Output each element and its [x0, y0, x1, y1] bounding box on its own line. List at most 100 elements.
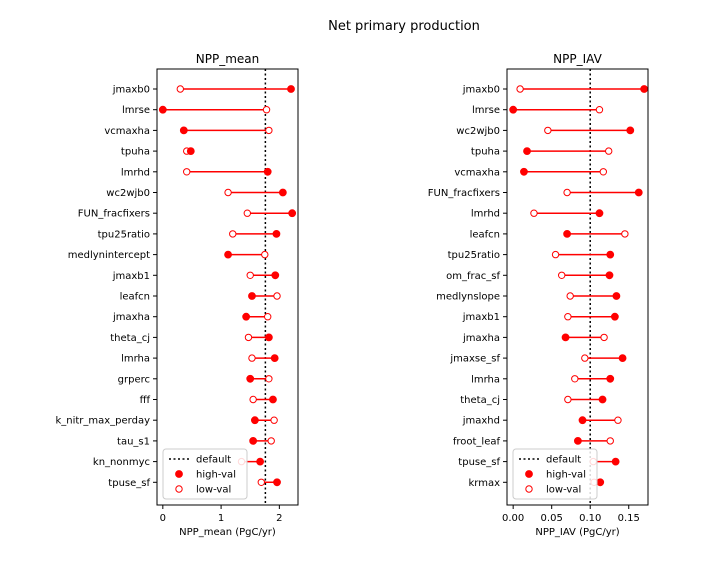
- low-val-marker: [605, 147, 613, 155]
- high-val-marker: [272, 230, 281, 238]
- low-val-marker: [563, 188, 571, 197]
- high-val-marker: [595, 209, 604, 218]
- high-val-marker: [573, 437, 582, 445]
- high-val-marker: [256, 457, 265, 466]
- high-val-marker: [250, 416, 259, 425]
- y-tick-label: jmaxhd: [462, 416, 500, 427]
- y-tick-label: theta_cj: [110, 333, 150, 344]
- high-val-marker: [606, 374, 615, 383]
- y-tick-label: tau_s1: [117, 436, 150, 447]
- high-val-marker: [523, 147, 531, 156]
- legend-label-high-val: high-val: [196, 470, 236, 481]
- y-tick-label: wc2wjb0: [106, 188, 150, 199]
- low-val-marker: [265, 126, 273, 135]
- low-val-marker: [564, 395, 572, 404]
- high-val-marker: [634, 188, 643, 197]
- y-tick-label: tpuha: [121, 147, 150, 158]
- high-val-marker: [264, 333, 273, 342]
- legend-low-val-swatch: [525, 485, 533, 493]
- low-val-marker: [262, 106, 271, 114]
- high-val-marker: [179, 126, 188, 135]
- low-val-marker: [551, 250, 560, 259]
- legend: default high-val low-val: [512, 448, 598, 500]
- low-val-marker: [581, 354, 589, 362]
- x-tick-label: 2: [276, 513, 282, 524]
- low-val-marker: [600, 333, 608, 342]
- low-val-marker: [224, 188, 232, 197]
- low-val-marker: [176, 85, 185, 93]
- low-val-marker: [595, 106, 604, 114]
- legend-low-val-swatch: [175, 485, 183, 493]
- high-val-marker: [186, 147, 195, 156]
- y-tick-label: vcmaxha: [104, 126, 150, 137]
- low-val-marker: [599, 168, 608, 176]
- legend-high-val-swatch: [175, 470, 183, 478]
- y-tick-label: medlynslope: [436, 292, 500, 303]
- y-tick-label: vcmaxha: [454, 167, 500, 178]
- legend-label-high-val: high-val: [546, 470, 586, 481]
- y-tick-label: grperc: [118, 374, 150, 385]
- low-val-marker: [243, 209, 252, 217]
- high-val-marker: [224, 250, 232, 259]
- y-tick-label: jmaxha: [462, 333, 500, 344]
- x-axis-label: NPP_mean (PgC/yr): [179, 527, 276, 538]
- high-val-marker: [509, 105, 518, 114]
- low-val-marker: [566, 292, 574, 300]
- low-val-marker: [544, 126, 552, 135]
- low-val-marker: [183, 168, 191, 176]
- high-val-marker: [640, 85, 649, 93]
- high-val-marker: [563, 230, 571, 238]
- high-val-marker: [605, 271, 614, 280]
- legend: default high-val low-val: [162, 448, 248, 500]
- low-val-marker: [516, 85, 524, 93]
- low-val-marker: [267, 437, 275, 445]
- low-val-marker: [249, 395, 257, 404]
- high-val-marker: [271, 271, 280, 280]
- high-val-marker: [287, 85, 295, 93]
- figure-title: Net primary production: [328, 19, 480, 34]
- high-val-marker: [520, 167, 528, 176]
- low-val-marker: [264, 313, 272, 321]
- legend-label-low-val: low-val: [546, 485, 581, 496]
- y-tick-label: jmaxse_sf: [449, 354, 500, 365]
- y-tick-label: fff: [140, 395, 151, 406]
- y-tick-label: jmaxha: [112, 312, 150, 323]
- high-val-marker: [611, 457, 620, 466]
- axes-frame: [506, 68, 649, 506]
- y-tick-label: k_nitr_max_perday: [55, 416, 150, 427]
- legend-box: [162, 448, 248, 500]
- y-tick-label: tpuse_sf: [108, 478, 150, 489]
- y-tick-label: tpu25ratio: [98, 229, 150, 240]
- x-axis-label: NPP_IAV (PgC/yr): [535, 527, 619, 538]
- high-val-marker: [249, 437, 258, 445]
- legend-high-val-swatch: [525, 470, 533, 478]
- high-val-marker: [578, 416, 587, 425]
- y-tick-label: lmrhd: [121, 167, 150, 178]
- y-tick-label: theta_cj: [460, 395, 500, 406]
- y-tick-label: jmaxb0: [462, 85, 500, 96]
- y-tick-label: lmrha: [471, 374, 500, 385]
- low-val-marker: [621, 230, 629, 238]
- low-val-marker: [530, 209, 538, 217]
- y-tick-label: wc2wjb0: [456, 126, 500, 137]
- low-val-marker: [571, 375, 579, 383]
- y-tick-label: lmrhd: [471, 209, 500, 220]
- low-val-marker: [246, 271, 254, 279]
- low-val-marker: [606, 437, 614, 445]
- low-val-marker: [261, 250, 269, 259]
- panel-npp-mean: NPP_mean jmaxb0 lmrse vcmaxha tpuha lmrhd wc2w…: [55, 52, 299, 538]
- low-val-marker: [229, 230, 237, 238]
- y-tick-label: om_frac_sf: [446, 271, 500, 282]
- high-val-marker: [626, 126, 635, 135]
- y-tick-label: jmaxb0: [112, 85, 150, 96]
- x-tick-label: 0.10: [579, 513, 601, 524]
- legend-box: [512, 448, 598, 500]
- high-val-marker: [612, 292, 621, 300]
- y-tick-label: tpuha: [471, 147, 500, 158]
- x-tick-label: 0: [160, 513, 166, 524]
- y-tick-label: FUN_fracfixers: [78, 209, 150, 220]
- high-val-marker: [606, 250, 615, 259]
- low-val-marker: [558, 271, 566, 279]
- high-val-marker: [288, 209, 297, 218]
